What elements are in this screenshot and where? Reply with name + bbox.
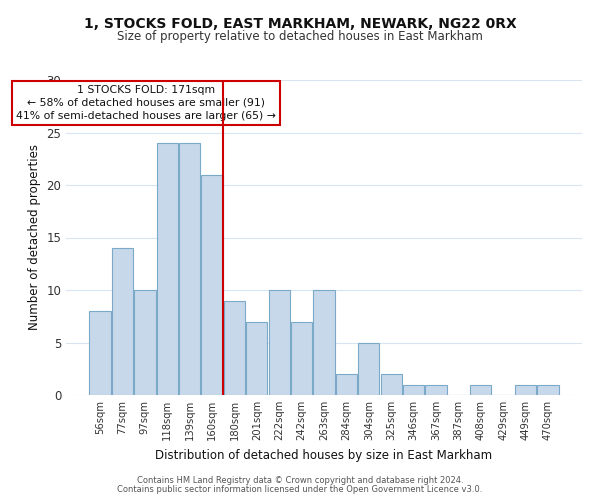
Bar bbox=[336, 374, 357, 395]
Bar bbox=[157, 143, 178, 395]
Bar bbox=[537, 384, 559, 395]
Bar bbox=[403, 384, 424, 395]
Bar bbox=[246, 322, 268, 395]
Text: Contains public sector information licensed under the Open Government Licence v3: Contains public sector information licen… bbox=[118, 485, 482, 494]
Text: Contains HM Land Registry data © Crown copyright and database right 2024.: Contains HM Land Registry data © Crown c… bbox=[137, 476, 463, 485]
Bar bbox=[89, 311, 111, 395]
Bar bbox=[134, 290, 155, 395]
Bar bbox=[269, 290, 290, 395]
Bar bbox=[515, 384, 536, 395]
X-axis label: Distribution of detached houses by size in East Markham: Distribution of detached houses by size … bbox=[155, 448, 493, 462]
Bar bbox=[291, 322, 312, 395]
Bar bbox=[425, 384, 446, 395]
Bar bbox=[358, 342, 379, 395]
Text: Size of property relative to detached houses in East Markham: Size of property relative to detached ho… bbox=[117, 30, 483, 43]
Y-axis label: Number of detached properties: Number of detached properties bbox=[28, 144, 41, 330]
Bar bbox=[313, 290, 335, 395]
Text: 1, STOCKS FOLD, EAST MARKHAM, NEWARK, NG22 0RX: 1, STOCKS FOLD, EAST MARKHAM, NEWARK, NG… bbox=[83, 18, 517, 32]
Bar bbox=[112, 248, 133, 395]
Bar bbox=[202, 174, 223, 395]
Bar bbox=[380, 374, 402, 395]
Bar bbox=[224, 300, 245, 395]
Bar bbox=[179, 143, 200, 395]
Bar bbox=[470, 384, 491, 395]
Text: 1 STOCKS FOLD: 171sqm
← 58% of detached houses are smaller (91)
41% of semi-deta: 1 STOCKS FOLD: 171sqm ← 58% of detached … bbox=[16, 84, 276, 121]
